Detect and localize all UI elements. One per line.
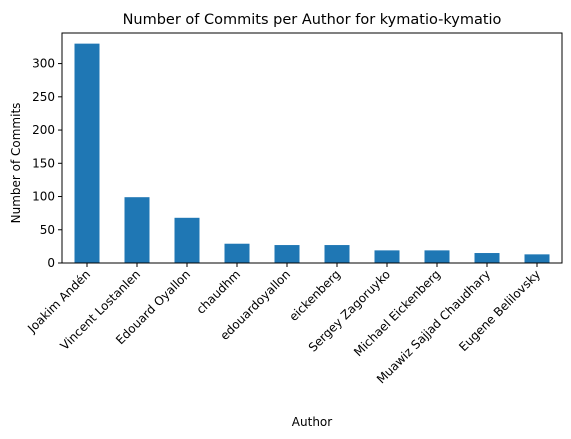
y-tick-label: 150 <box>32 156 55 170</box>
y-tick-label: 100 <box>32 190 55 204</box>
bar-6 <box>374 250 400 263</box>
y-tick-label: 50 <box>40 223 55 237</box>
y-axis-label: Number of Commits <box>9 103 23 224</box>
y-tick-label: 250 <box>32 90 55 104</box>
plot-frame <box>61 32 563 264</box>
bar-3 <box>224 243 250 263</box>
x-tick-label: Michael Eickenberg <box>351 267 443 359</box>
x-axis-label: Author <box>292 415 332 429</box>
bar-2 <box>174 217 200 263</box>
bar-1 <box>124 197 150 263</box>
y-tick-label: 0 <box>47 256 55 270</box>
bar-7 <box>424 250 450 263</box>
y-tick-label: 200 <box>32 123 55 137</box>
bar-9 <box>524 254 550 263</box>
bar-4 <box>274 245 300 263</box>
chart-title: Number of Commits per Author for kymatio… <box>123 12 502 28</box>
y-axis: 0 50 100 150 200 250 300 <box>32 57 62 270</box>
bars-group <box>74 43 550 264</box>
x-tick-label: chaudhm <box>194 267 244 317</box>
bar-8 <box>474 253 500 263</box>
bar-5 <box>324 245 350 263</box>
bar-0 <box>74 43 100 264</box>
y-tick-label: 300 <box>32 57 55 71</box>
